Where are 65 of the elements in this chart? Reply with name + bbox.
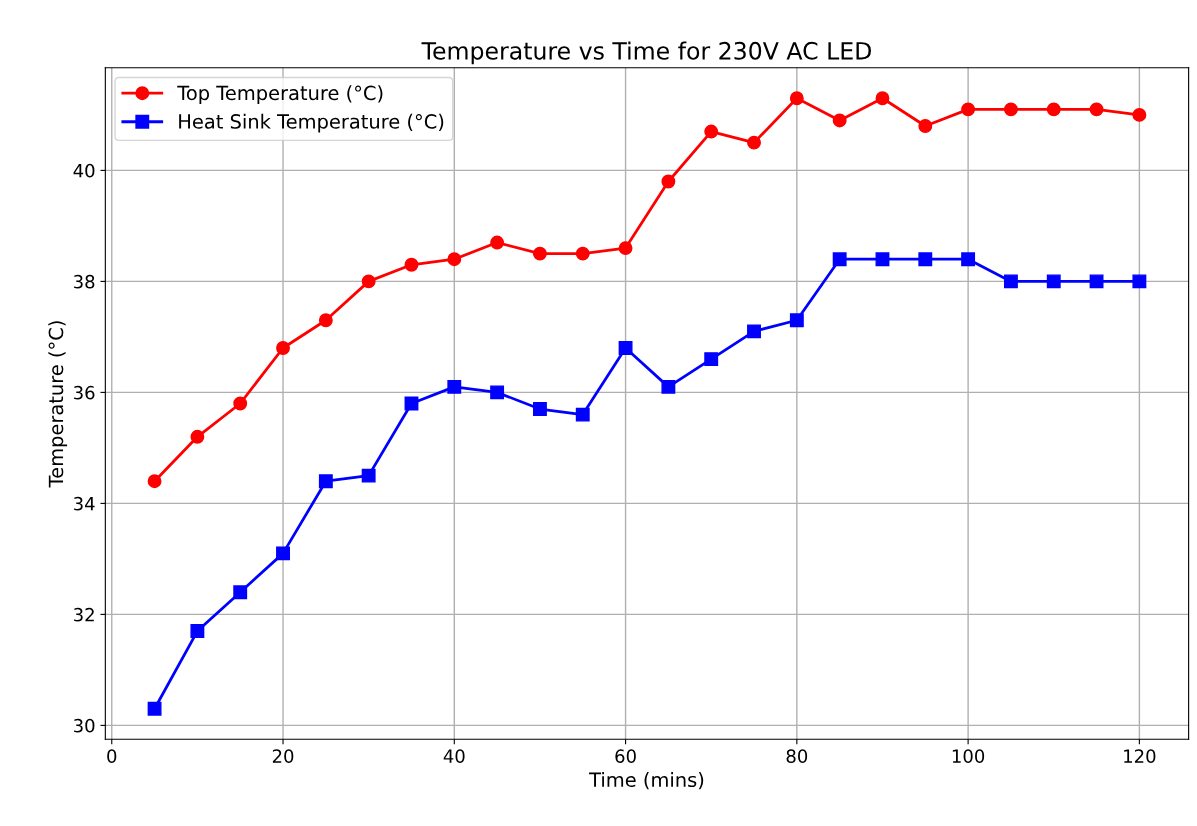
point bbox=[532, 246, 547, 261]
point bbox=[918, 252, 933, 267]
point bbox=[233, 585, 248, 600]
y-tick-label: 30 bbox=[74, 718, 95, 733]
x-tick-label: 120 bbox=[1124, 749, 1156, 763]
point bbox=[661, 174, 676, 189]
point bbox=[789, 313, 804, 328]
point bbox=[961, 252, 976, 267]
legend-label: Top Temperature (°C) bbox=[177, 85, 383, 105]
point bbox=[1132, 107, 1147, 122]
point bbox=[918, 119, 933, 133]
y-tick-label: 36 bbox=[74, 385, 95, 400]
point bbox=[1132, 274, 1147, 289]
point bbox=[490, 235, 505, 250]
y-axis-title: Temperature (°C) bbox=[48, 321, 68, 488]
point bbox=[361, 468, 376, 483]
x-tick-label: 40 bbox=[443, 749, 465, 763]
point bbox=[447, 379, 462, 394]
legend-label: Heat Sink Temperature (°C) bbox=[179, 113, 444, 133]
point bbox=[1046, 102, 1061, 117]
x-tick-label: 80 bbox=[786, 749, 808, 763]
point bbox=[190, 429, 205, 444]
point bbox=[747, 135, 761, 150]
point bbox=[1046, 274, 1061, 289]
point bbox=[276, 546, 290, 561]
point bbox=[832, 113, 847, 128]
x-axis-title: Time (mins) bbox=[589, 772, 704, 790]
point bbox=[276, 341, 290, 355]
point bbox=[147, 474, 162, 489]
point bbox=[404, 257, 419, 272]
chart-title: Temperature vs Time for 230V AC LED bbox=[421, 41, 871, 65]
point bbox=[532, 402, 547, 416]
point bbox=[1003, 102, 1018, 117]
point bbox=[318, 313, 333, 328]
point bbox=[575, 407, 590, 422]
point bbox=[704, 352, 719, 367]
point bbox=[575, 246, 590, 261]
point bbox=[490, 385, 505, 400]
point bbox=[1003, 274, 1018, 289]
point bbox=[661, 379, 676, 394]
point bbox=[190, 624, 205, 638]
x-tick-label: 20 bbox=[272, 749, 294, 763]
point bbox=[1089, 274, 1104, 289]
point bbox=[747, 324, 761, 339]
point bbox=[1089, 102, 1104, 117]
point bbox=[361, 274, 376, 289]
x-tick-label: 60 bbox=[615, 749, 636, 763]
y-tick-label: 32 bbox=[74, 607, 94, 622]
point bbox=[961, 102, 976, 117]
point bbox=[618, 241, 633, 256]
point bbox=[147, 701, 162, 716]
x-tick-label: 0 bbox=[107, 749, 117, 763]
point bbox=[233, 396, 248, 411]
point bbox=[704, 124, 719, 139]
point bbox=[789, 91, 804, 106]
x-tick-label: 100 bbox=[952, 749, 985, 763]
point bbox=[832, 252, 847, 267]
y-tick-label: 34 bbox=[74, 496, 95, 511]
point bbox=[618, 341, 633, 355]
point bbox=[875, 252, 890, 267]
y-tick-label: 40 bbox=[73, 163, 95, 178]
point bbox=[318, 474, 333, 489]
point bbox=[875, 91, 890, 106]
point bbox=[447, 252, 462, 267]
y-tick-label: 38 bbox=[74, 274, 95, 289]
